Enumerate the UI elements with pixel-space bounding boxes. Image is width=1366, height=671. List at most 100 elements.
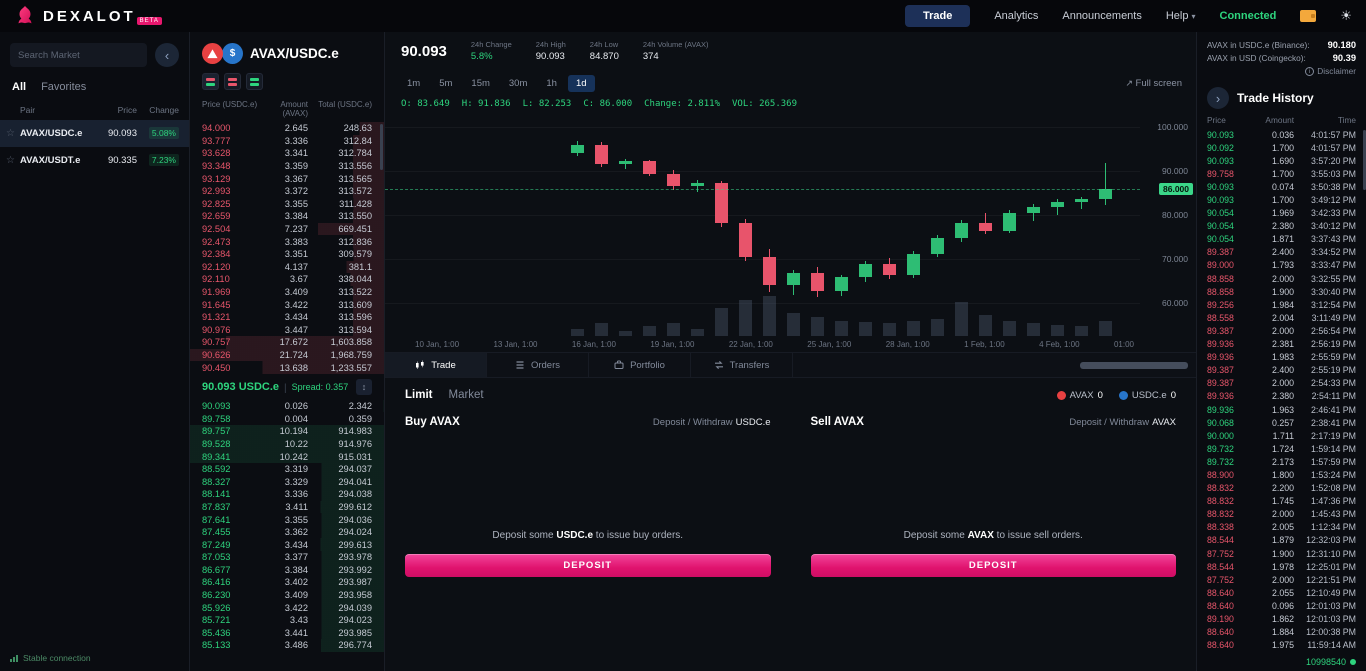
timeframe-5m[interactable]: 5m bbox=[439, 77, 453, 89]
trade-time: 3:37:43 PM bbox=[1311, 234, 1356, 245]
sort-arrows-icon[interactable] bbox=[356, 378, 372, 395]
orderbook-view-bids-button[interactable] bbox=[246, 73, 263, 90]
orderbook-ask-row[interactable]: 92.659 3.384 313.550 bbox=[190, 210, 384, 223]
buy-deposit-button[interactable]: DEPOSIT bbox=[405, 554, 771, 577]
buy-deposit-withdraw-link[interactable]: Deposit / Withdraw USDC.e bbox=[653, 417, 771, 428]
timeframe-30m[interactable]: 30m bbox=[508, 77, 528, 89]
orderbook-bid-row[interactable]: 88.327 3.329 294.041 bbox=[190, 475, 384, 489]
orderbook-amount: 13.638 bbox=[279, 362, 308, 373]
orderbook-ask-row[interactable]: 93.348 3.359 313.556 bbox=[190, 159, 384, 173]
orderbook-bid-row[interactable]: 85.436 3.441 293.985 bbox=[190, 626, 384, 640]
orderbook-bid-row[interactable]: 87.053 3.377 293.978 bbox=[190, 551, 384, 564]
timeframe-1m[interactable]: 1m bbox=[407, 77, 421, 89]
nav-help[interactable]: Help bbox=[1166, 10, 1196, 22]
col-ob-price: Price (USDC.e) bbox=[202, 100, 258, 109]
trade-time: 3:42:33 PM bbox=[1311, 208, 1356, 219]
orderbook-bid-row[interactable]: 86.230 3.409 293.958 bbox=[190, 588, 384, 602]
orderbook-ask-row[interactable]: 90.626 21.724 1,968.759 bbox=[190, 348, 384, 362]
orderbook-view-asks-button[interactable] bbox=[224, 73, 241, 90]
orderbook-bid-row[interactable]: 89.341 10.242 915.031 bbox=[190, 450, 384, 463]
wallet-icon[interactable] bbox=[1300, 10, 1317, 22]
orderbook-bid-row[interactable]: 89.528 10.22 914.976 bbox=[190, 437, 384, 451]
sell-deposit-withdraw-link[interactable]: Deposit / Withdraw AVAX bbox=[1069, 417, 1176, 428]
orderbook-bid-row[interactable]: 87.837 3.411 299.612 bbox=[190, 500, 384, 514]
tab-orders[interactable]: Orders bbox=[487, 353, 589, 377]
orderbook-ask-row[interactable]: 92.825 3.355 311.428 bbox=[190, 197, 384, 211]
orderbook-ask-row[interactable]: 92.993 3.372 313.572 bbox=[190, 184, 384, 198]
orderbook-ask-row[interactable]: 93.628 3.341 312.784 bbox=[190, 147, 384, 160]
timeframe-1h[interactable]: 1h bbox=[546, 77, 557, 89]
orderbook-ask-row[interactable]: 93.777 3.336 312.84 bbox=[190, 134, 384, 148]
chart-yaxis[interactable]: 86.000 100.000 90.000 80.000 70.000 60.000 bbox=[1140, 112, 1196, 336]
nav-announcements[interactable]: Announcements bbox=[1062, 10, 1142, 22]
trade-time: 2:54:11 PM bbox=[1311, 391, 1356, 402]
ohlc-change: Change: 2.811% bbox=[644, 99, 720, 109]
nav-analytics[interactable]: Analytics bbox=[994, 10, 1039, 22]
orderbook-ask-row[interactable]: 92.504 7.237 669.451 bbox=[190, 222, 384, 236]
orderbook-ask-row[interactable]: 90.450 13.638 1,233.557 bbox=[190, 361, 384, 374]
orderbook-ask-row[interactable]: 92.120 4.137 381.1 bbox=[190, 260, 384, 274]
trade-time: 2:46:41 PM bbox=[1311, 404, 1356, 415]
trade-amount: 2.200 bbox=[1271, 483, 1294, 494]
orderbook-bid-row[interactable]: 87.249 3.434 299.613 bbox=[190, 538, 384, 551]
tab-all[interactable]: All bbox=[12, 81, 27, 93]
orderbook-ask-row[interactable]: 91.969 3.409 313.522 bbox=[190, 285, 384, 299]
trade-history-row: 89.936 2.381 2:56:19 PM bbox=[1197, 338, 1366, 351]
collapse-sidebar-button[interactable] bbox=[155, 43, 179, 67]
orderbook-total: 248.63 bbox=[343, 123, 372, 134]
tabs-scrollbar-thumb[interactable] bbox=[1080, 361, 1188, 369]
orderbook-bid-row[interactable]: 89.758 0.004 0.359 bbox=[190, 412, 384, 426]
orderbook-view-both-button[interactable] bbox=[202, 73, 219, 90]
chart-xaxis[interactable]: 10 Jan, 1:00 13 Jan, 1:00 16 Jan, 1:00 19 J… bbox=[385, 336, 1196, 352]
search-input[interactable] bbox=[10, 43, 147, 67]
orderbook-bid-row[interactable]: 86.416 3.402 293.987 bbox=[190, 576, 384, 589]
orderbook-ask-row[interactable]: 91.321 3.434 313.596 bbox=[190, 310, 384, 324]
orderbook-bid-row[interactable]: 86.677 3.384 293.992 bbox=[190, 563, 384, 577]
orderbook-ask-row[interactable]: 92.110 3.67 338.044 bbox=[190, 273, 384, 286]
trade-price: 89.732 bbox=[1207, 456, 1234, 467]
orderbook-ask-row[interactable]: 92.384 3.351 309.579 bbox=[190, 247, 384, 261]
orderbook-bid-row[interactable]: 87.455 3.362 294.024 bbox=[190, 525, 384, 539]
orderbook-bid-row[interactable]: 89.757 10.194 914.983 bbox=[190, 425, 384, 438]
connection-status[interactable]: Connected bbox=[1219, 10, 1277, 22]
candle-body bbox=[787, 273, 800, 285]
orderbook-ask-row[interactable]: 90.757 17.672 1,603.858 bbox=[190, 336, 384, 349]
disclaimer-link[interactable]: Disclaimer bbox=[1207, 66, 1356, 76]
orderbook-bid-row[interactable]: 88.592 3.319 294.037 bbox=[190, 462, 384, 476]
timeframe-15m[interactable]: 15m bbox=[471, 77, 490, 89]
favorite-star-icon[interactable] bbox=[6, 155, 20, 166]
orderbook-ask-row[interactable]: 93.129 3.367 313.565 bbox=[190, 172, 384, 185]
orderbook-ask-row[interactable]: 92.473 3.383 312.836 bbox=[190, 235, 384, 248]
orderbook-bid-row[interactable]: 85.926 3.422 294.039 bbox=[190, 601, 384, 614]
favorite-star-icon[interactable] bbox=[6, 128, 20, 139]
nav-trade-button[interactable]: Trade bbox=[904, 5, 971, 27]
fullscreen-button[interactable]: Full screen bbox=[1125, 78, 1182, 89]
orderbook-bid-row[interactable]: 87.641 3.355 294.036 bbox=[190, 513, 384, 526]
orderbook-bid-row[interactable]: 85.133 3.486 296.774 bbox=[190, 639, 384, 652]
trade-amount: 2.005 bbox=[1271, 522, 1294, 533]
chart-plot[interactable] bbox=[385, 112, 1140, 336]
theme-toggle-icon[interactable] bbox=[1340, 8, 1352, 24]
tab-trade[interactable]: Trade bbox=[385, 353, 487, 377]
sell-deposit-button[interactable]: DEPOSIT bbox=[810, 554, 1176, 577]
order-type-market[interactable]: Market bbox=[448, 389, 484, 401]
trade-price: 89.387 bbox=[1207, 325, 1234, 336]
timeframe-1d[interactable]: 1d bbox=[567, 74, 595, 92]
brand[interactable]: DEXALOT BETA bbox=[14, 5, 162, 27]
order-type-limit[interactable]: Limit bbox=[405, 389, 433, 401]
orderbook-ask-row[interactable]: 90.976 3.447 313.594 bbox=[190, 323, 384, 337]
scrollbar-thumb[interactable] bbox=[1363, 130, 1366, 190]
expand-history-button[interactable] bbox=[1207, 87, 1229, 109]
tab-portfolio[interactable]: Portfolio bbox=[589, 353, 691, 377]
orderbook-bid-row[interactable]: 88.141 3.336 294.038 bbox=[190, 488, 384, 501]
orderbook-ask-row[interactable]: 91.645 3.422 313.609 bbox=[190, 298, 384, 311]
orderbook-ask-row[interactable]: 94.000 2.645 248.63 bbox=[190, 122, 384, 135]
tab-favorites[interactable]: Favorites bbox=[41, 81, 87, 93]
orderbook-bid-row[interactable]: 85.721 3.43 294.023 bbox=[190, 613, 384, 627]
orderbook-bid-row[interactable]: 90.093 0.026 2.342 bbox=[190, 399, 384, 413]
chart-xtick-label: 4 Feb, 1:00 bbox=[1039, 339, 1080, 349]
tab-transfers[interactable]: Transfers bbox=[691, 353, 793, 377]
scrollbar-thumb[interactable] bbox=[380, 124, 383, 170]
